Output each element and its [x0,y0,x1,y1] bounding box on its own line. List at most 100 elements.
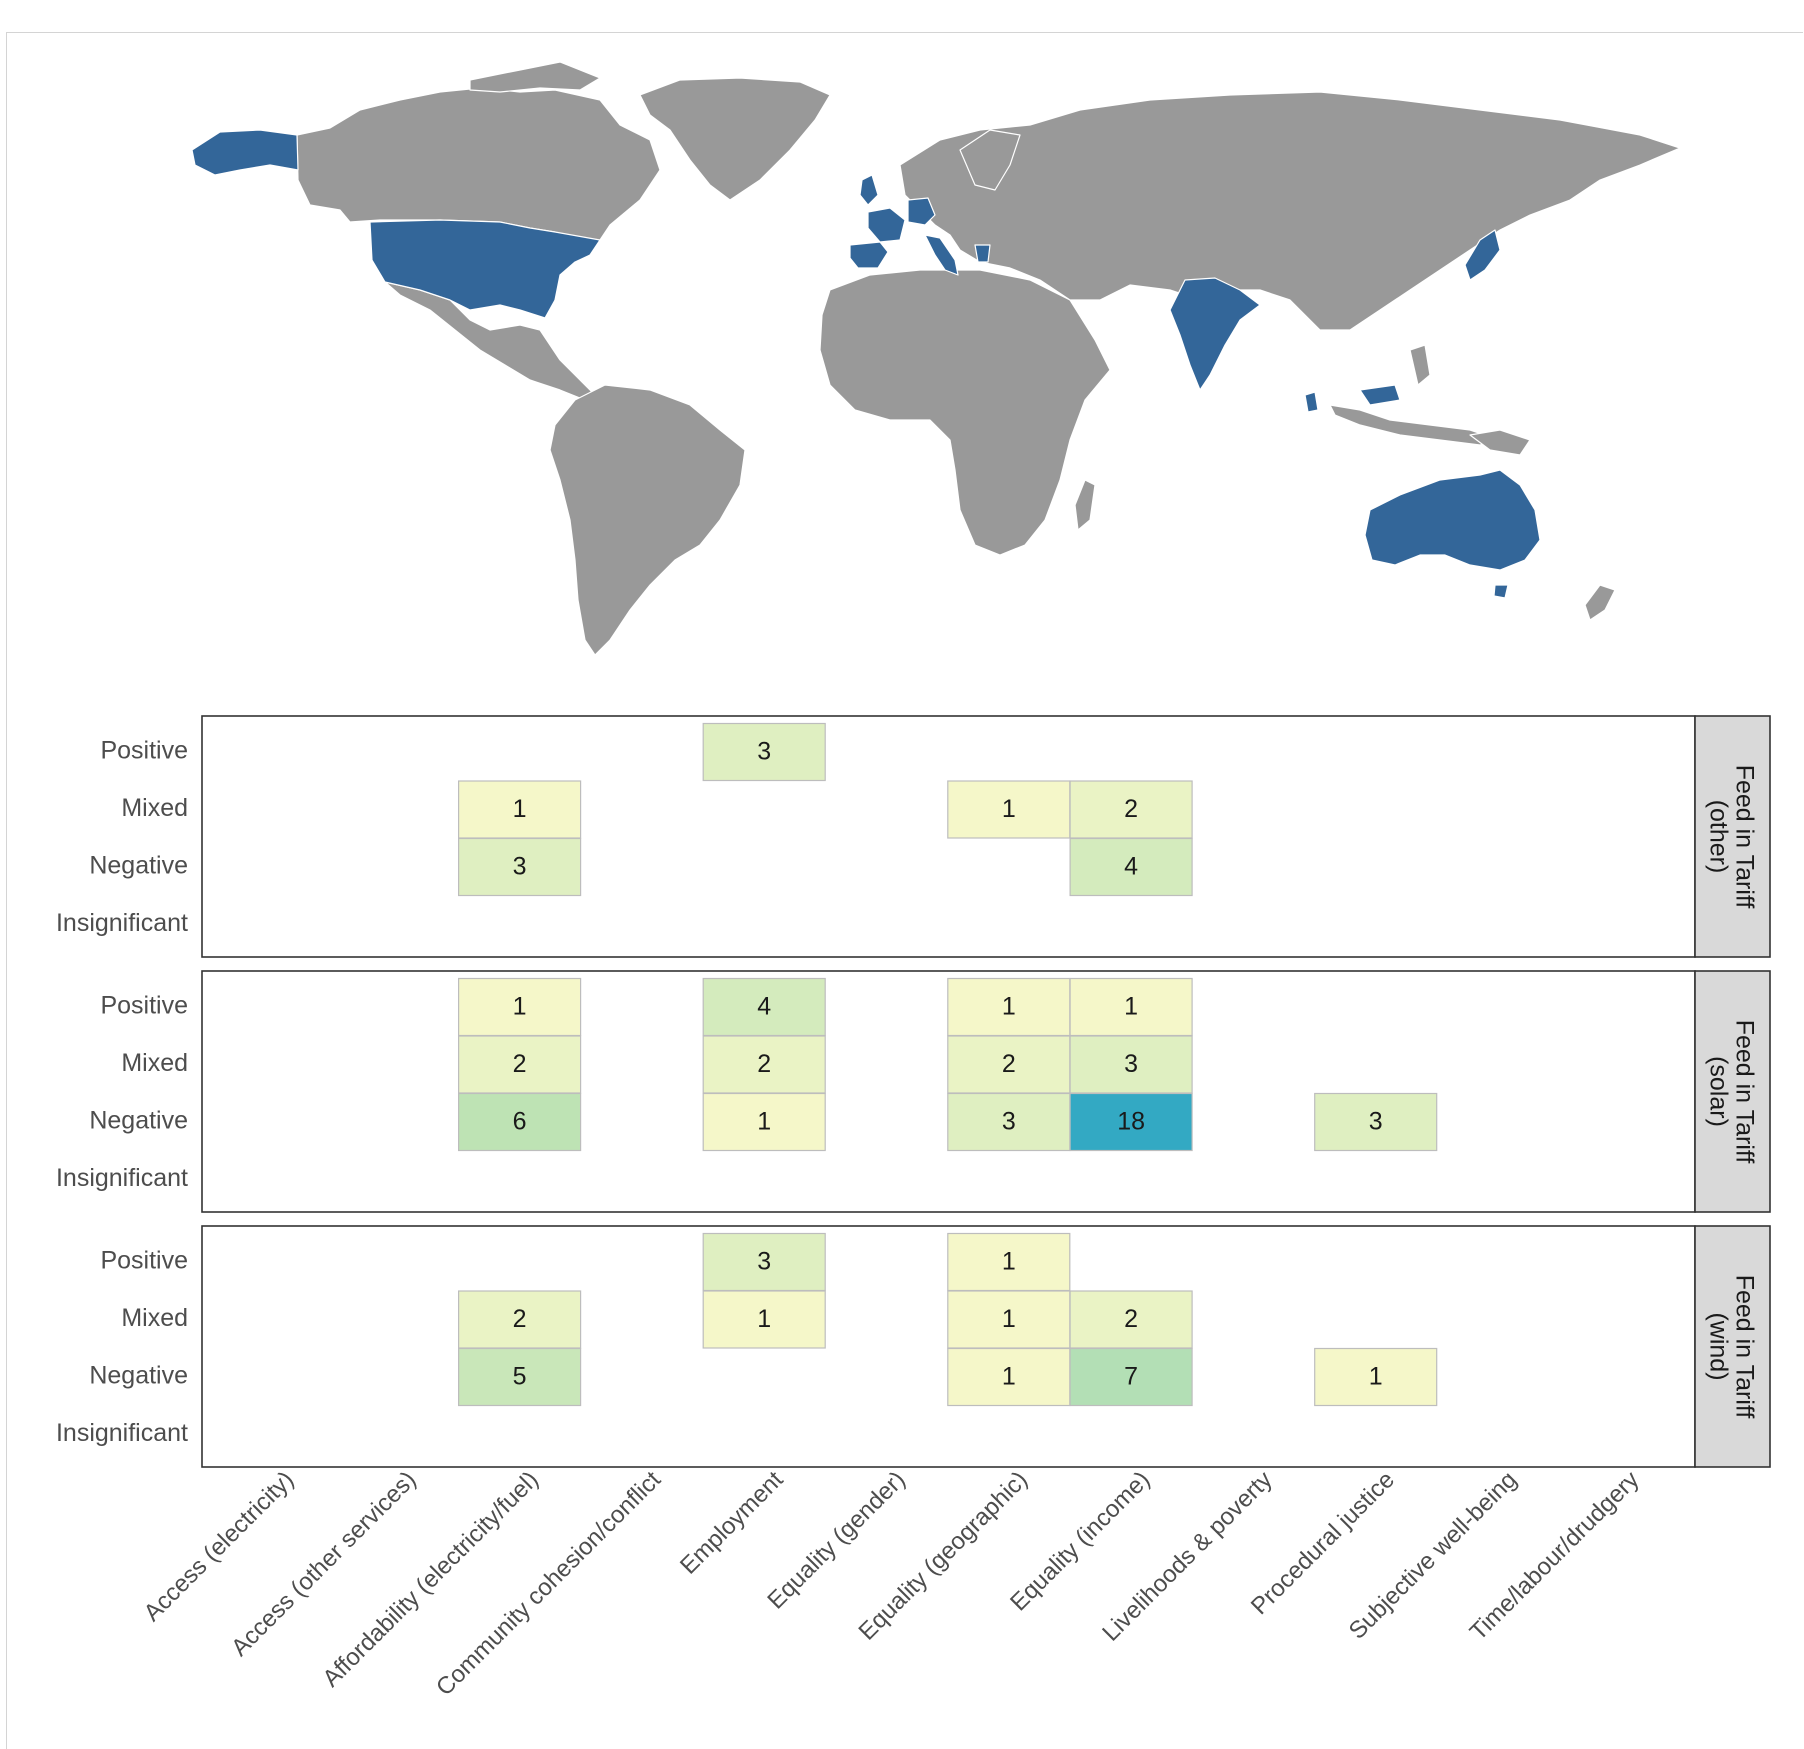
map-country-greece [974,244,991,263]
heatmap-cell [947,977,1071,1037]
y-tick-label: Positive [100,737,188,765]
y-tick-label: Insignificant [56,1419,188,1447]
map-country-usa [369,219,601,319]
map-region-greenland [639,77,831,201]
cell-value-label: 3 [1002,1108,1016,1136]
map-region-africa [819,269,1111,556]
cell-value-label: 1 [513,795,527,823]
facet-strip-label: Feed in Tariff(wind) [1705,1275,1759,1419]
cell-value-label: 1 [1369,1363,1383,1391]
y-tick-label: Insignificant [56,1164,188,1192]
heatmap-cell [702,977,826,1037]
y-tick-label: Mixed [121,1304,188,1332]
map-country-italy [924,234,959,276]
heatmap-cell [947,1290,1071,1349]
cell-value-label: 1 [1124,993,1138,1021]
map-countries-highlighted [191,129,1541,599]
heatmap-cell [458,1092,582,1152]
heatmap-cell [947,1035,1071,1094]
heatmap-cell [1314,1347,1438,1407]
map-region-new-guinea [1469,429,1531,456]
cell-value-label: 2 [513,1050,527,1078]
facet-strip [1694,1225,1771,1468]
y-tick-label: Positive [100,1247,188,1275]
cell-value-label: 3 [1369,1108,1383,1136]
heatmap-cell [702,1290,826,1349]
cell-value-label: 3 [513,853,527,881]
cell-value-label: 2 [757,1050,771,1078]
map-country-france [867,207,906,243]
map-country-alaska [191,129,299,176]
heatmap-cell [947,1347,1071,1407]
map-country-germany [907,197,936,226]
heatmap-cell [458,1290,582,1349]
heatmap-cell [702,1232,826,1292]
cell-value-label: 1 [1002,993,1016,1021]
heatmap-cell [1069,837,1193,897]
heatmap-cell [947,1092,1071,1152]
y-tick-label: Negative [89,852,188,880]
heatmap-cell [702,722,826,782]
map-country-malaysia [1304,384,1401,413]
y-tick-label: Insignificant [56,909,188,937]
heatmap-cell [1069,977,1193,1037]
cell-value-label: 1 [1002,1248,1016,1276]
cell-value-label: 18 [1117,1108,1145,1136]
map-region-south-america [549,384,746,656]
cell-value-label: 6 [513,1108,527,1136]
figure-frame [6,32,1803,1749]
map-country-india [1169,277,1261,391]
heatmap-cell [1069,780,1193,839]
map-region-scandinavia [959,129,1021,191]
facet-strip [1694,715,1771,958]
x-tick-label: Community cohesion/conflict [431,1466,666,1701]
heatmap-panel: Feed in Tariff(solar) Positive Mixed Negati… [56,970,1771,1213]
y-tick-label: Positive [100,992,188,1020]
heatmap-cell [702,1035,826,1094]
cell-value-label: 7 [1124,1363,1138,1391]
heatmap-cell [458,1035,582,1094]
y-tick-label: Mixed [121,1049,188,1077]
cell-value-label: 5 [513,1363,527,1391]
cell-value-label: 4 [757,993,771,1021]
cell-value-label: 4 [1124,853,1138,881]
heatmap-cell [702,1092,826,1152]
cell-value-label: 2 [1124,795,1138,823]
heatmap-cell [1314,1092,1438,1152]
x-axis: Access (electricity)Access (other servic… [139,1466,1645,1701]
cell-value-label: 1 [1002,1305,1016,1333]
heatmap-panel: Feed in Tariff(wind) Positive Mixed Negativ… [56,1225,1771,1468]
heatmap-cell [458,780,582,839]
cell-value-label: 3 [757,738,771,766]
y-tick-label: Mixed [121,794,188,822]
heatmap-cell [458,1347,582,1407]
heatmap-cell [458,977,582,1037]
map-country-japan [1464,229,1501,281]
cell-value-label: 1 [513,993,527,1021]
facet-strip-label: Feed in Tariff(other) [1705,765,1759,909]
cell-value-label: 1 [1002,1363,1016,1391]
map-country-spain [849,241,889,269]
facet-strip-label: Feed in Tariff(solar) [1705,1020,1759,1164]
map-region-canada [296,87,661,249]
x-tick-label: Employment [675,1466,789,1580]
heatmap-cell [458,837,582,897]
cell-value-label: 2 [1124,1305,1138,1333]
map-region-madagascar [1074,479,1096,531]
heatmap-panel: Feed in Tariff(other) Positive Mixed Negati… [56,715,1771,958]
heatmap-cell [947,780,1071,839]
cell-value-label: 1 [757,1305,771,1333]
map-region-arctic-islands [469,61,601,93]
cell-value-label: 2 [513,1305,527,1333]
cell-value-label: 1 [757,1108,771,1136]
map-region-new-zealand [1584,584,1616,621]
heatmap-cell [1069,1347,1193,1407]
heatmap-cell [1069,1092,1193,1152]
map-countries-other [296,61,1681,656]
cell-value-label: 2 [1002,1050,1016,1078]
facet-strip [1694,970,1771,1213]
map-country-tasmania [1493,584,1509,599]
heatmap-cell [1069,1035,1193,1094]
map-country-australia [1364,469,1541,571]
